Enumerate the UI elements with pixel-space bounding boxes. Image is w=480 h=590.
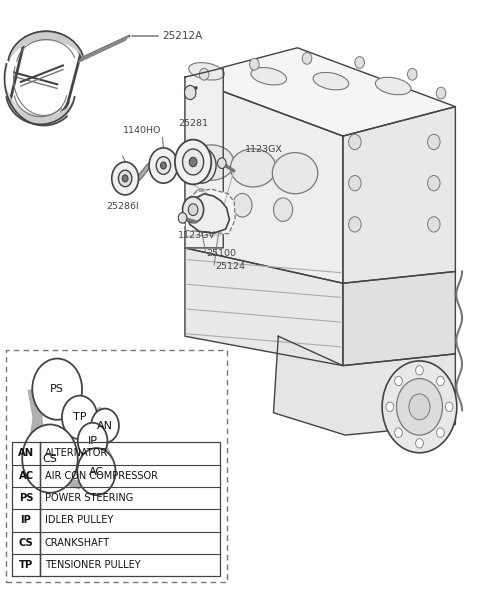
Ellipse shape [189, 63, 224, 80]
Text: CS: CS [19, 538, 34, 548]
Circle shape [192, 189, 211, 212]
Circle shape [182, 149, 204, 175]
Circle shape [149, 148, 178, 183]
Circle shape [32, 359, 82, 420]
Text: 25286I: 25286I [107, 202, 139, 211]
Circle shape [436, 87, 446, 99]
Circle shape [184, 86, 196, 100]
Text: AIR CON COMPRESSOR: AIR CON COMPRESSOR [45, 471, 158, 481]
Text: PS: PS [50, 384, 64, 394]
Circle shape [91, 409, 119, 442]
Circle shape [78, 422, 108, 459]
Circle shape [445, 402, 453, 412]
Text: POWER STEERING: POWER STEERING [45, 493, 133, 503]
Text: IP: IP [21, 516, 32, 526]
Text: AN: AN [97, 421, 113, 431]
Polygon shape [185, 68, 223, 248]
Polygon shape [14, 40, 73, 113]
Text: IP: IP [87, 436, 97, 446]
Circle shape [195, 158, 208, 173]
Text: 1123GV: 1123GV [178, 231, 216, 241]
Circle shape [437, 428, 444, 437]
Text: TP: TP [73, 412, 86, 422]
Text: ALTERNATOR: ALTERNATOR [45, 448, 108, 458]
Circle shape [119, 170, 132, 186]
Circle shape [187, 148, 216, 183]
Text: AC: AC [89, 467, 104, 477]
Text: 1123GX: 1123GX [245, 145, 283, 153]
Polygon shape [343, 271, 456, 366]
Text: TP: TP [19, 560, 33, 570]
Circle shape [274, 198, 293, 221]
Polygon shape [183, 189, 235, 234]
Text: AN: AN [18, 448, 34, 458]
Ellipse shape [272, 153, 318, 194]
Circle shape [408, 68, 417, 80]
Ellipse shape [230, 149, 276, 187]
Polygon shape [343, 107, 456, 283]
Text: TENSIONER PULLEY: TENSIONER PULLEY [45, 560, 140, 570]
Polygon shape [185, 48, 456, 136]
Polygon shape [185, 77, 343, 283]
Text: PS: PS [19, 493, 33, 503]
Text: IDLER PULLEY: IDLER PULLEY [45, 516, 113, 526]
Polygon shape [187, 194, 229, 233]
Circle shape [160, 162, 166, 169]
Circle shape [395, 376, 402, 386]
Text: 25212A: 25212A [162, 31, 203, 41]
Circle shape [348, 135, 361, 150]
Circle shape [250, 58, 259, 70]
Circle shape [409, 394, 430, 420]
Text: 1140HO: 1140HO [123, 126, 161, 135]
Circle shape [178, 212, 187, 223]
Circle shape [355, 57, 364, 68]
Text: CS: CS [43, 454, 58, 464]
Circle shape [217, 158, 226, 169]
Circle shape [112, 162, 139, 195]
Text: 25124: 25124 [215, 262, 245, 271]
Circle shape [348, 175, 361, 191]
Circle shape [175, 140, 211, 184]
Polygon shape [185, 248, 343, 366]
Text: AC: AC [19, 471, 34, 481]
Circle shape [233, 194, 252, 217]
Circle shape [416, 366, 423, 375]
Ellipse shape [251, 67, 287, 85]
Circle shape [182, 196, 204, 222]
Circle shape [77, 448, 116, 495]
Circle shape [189, 158, 197, 167]
Circle shape [395, 428, 402, 437]
Circle shape [416, 438, 423, 448]
Circle shape [428, 217, 440, 232]
Circle shape [348, 217, 361, 232]
Circle shape [302, 53, 312, 64]
Circle shape [156, 157, 170, 174]
Circle shape [382, 361, 457, 453]
Circle shape [386, 402, 394, 412]
Polygon shape [18, 44, 70, 109]
Polygon shape [274, 336, 456, 435]
Text: CRANKSHAFT: CRANKSHAFT [45, 538, 110, 548]
Circle shape [22, 424, 78, 493]
Polygon shape [79, 36, 129, 62]
Circle shape [428, 175, 440, 191]
Text: 25100: 25100 [206, 250, 237, 258]
Circle shape [122, 175, 128, 182]
Circle shape [396, 379, 443, 435]
Circle shape [428, 135, 440, 150]
Circle shape [199, 68, 209, 80]
Text: 25281: 25281 [178, 119, 208, 128]
Ellipse shape [313, 73, 349, 90]
Circle shape [62, 396, 97, 439]
Circle shape [188, 204, 198, 215]
Circle shape [437, 376, 444, 386]
Ellipse shape [375, 77, 411, 95]
Ellipse shape [189, 145, 234, 180]
